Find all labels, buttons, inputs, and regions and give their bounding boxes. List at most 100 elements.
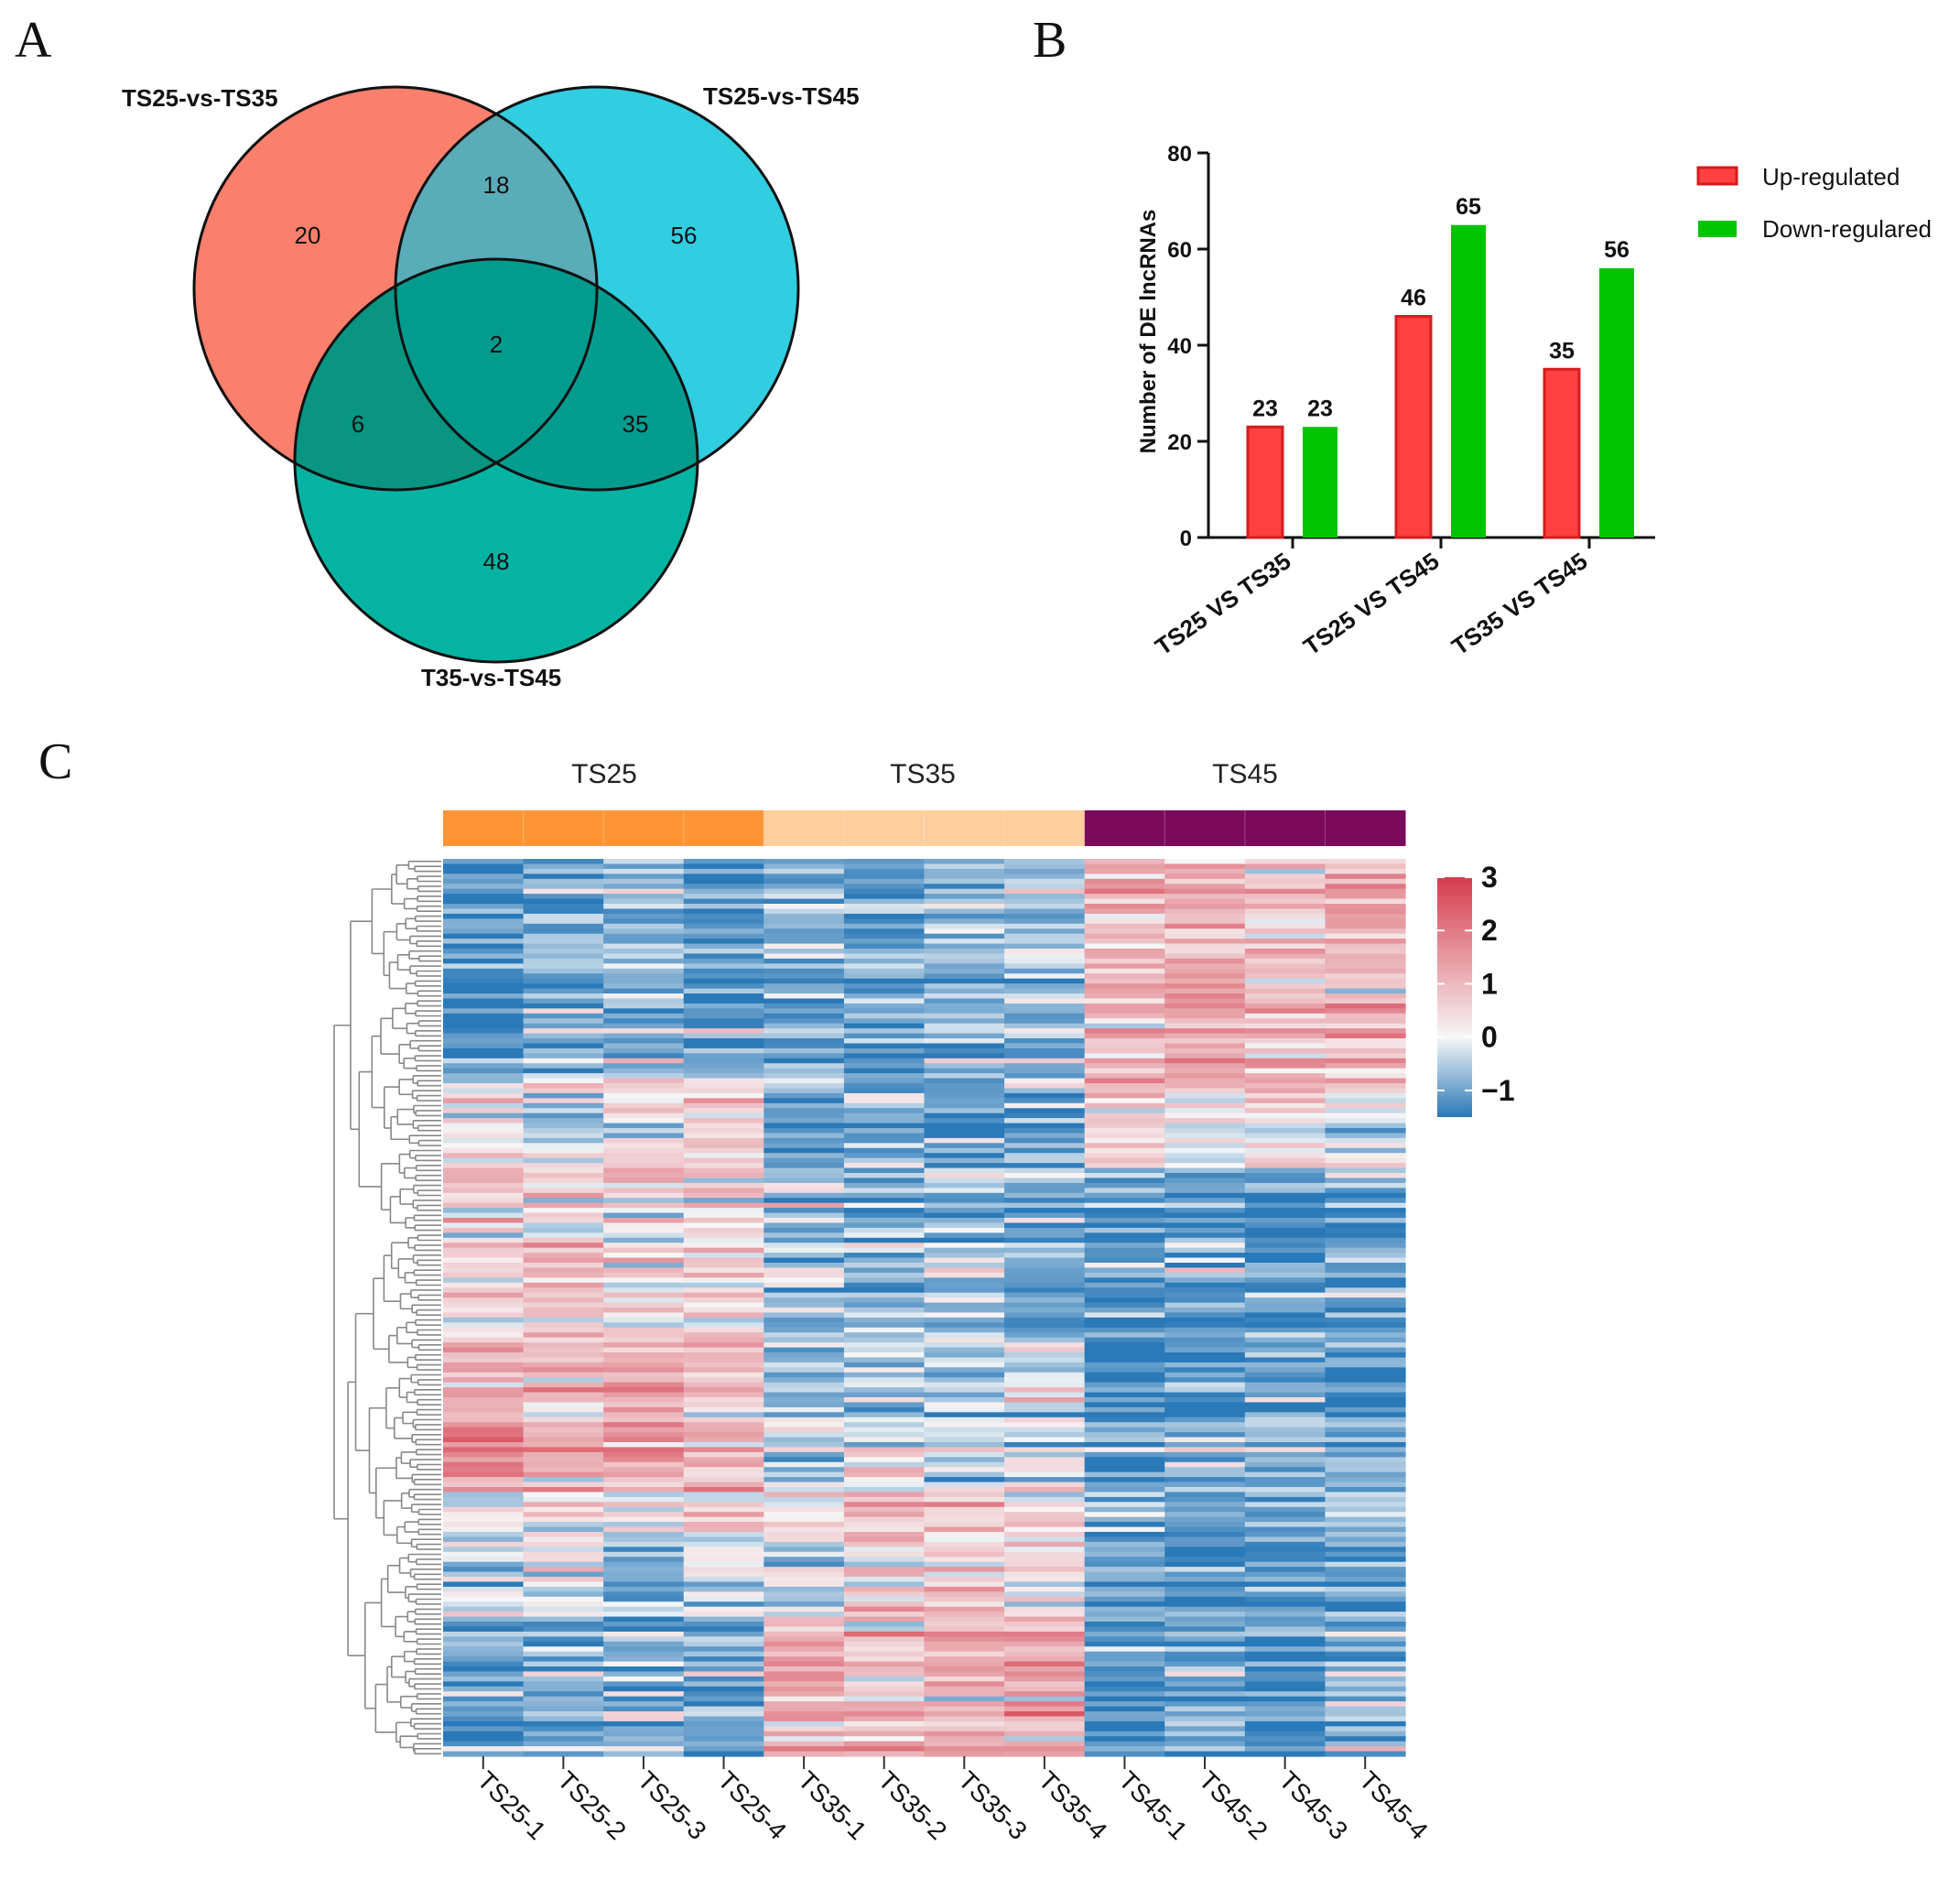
heatmap-cell bbox=[683, 1417, 764, 1423]
heatmap-cell bbox=[1004, 1541, 1086, 1547]
heatmap-cell bbox=[603, 1671, 685, 1677]
heatmap-cell bbox=[1325, 943, 1406, 950]
heatmap-cell bbox=[683, 1292, 764, 1298]
heatmap-cell bbox=[603, 1277, 685, 1284]
heatmap-cell bbox=[683, 1028, 764, 1035]
heatmap-cell bbox=[843, 1622, 926, 1628]
heatmap-cell bbox=[924, 1153, 1005, 1159]
heatmap-cell bbox=[763, 1641, 845, 1647]
heatmap-cell bbox=[924, 1342, 1005, 1349]
heatmap-cell bbox=[1004, 958, 1086, 964]
heatmap-cell bbox=[523, 874, 604, 880]
heatmap-cell bbox=[924, 1277, 1005, 1284]
heatmap-cell bbox=[523, 898, 604, 905]
heatmap-cell bbox=[1244, 1163, 1327, 1169]
heatmap-cell bbox=[924, 1541, 1005, 1547]
heatmap-cell bbox=[763, 1567, 845, 1573]
heatmap-cell bbox=[683, 1092, 764, 1099]
heatmap-cell bbox=[1084, 1372, 1165, 1378]
heatmap-cell bbox=[1325, 1422, 1406, 1428]
heatmap-cell bbox=[1084, 1571, 1165, 1578]
heatmap-cell bbox=[603, 1167, 685, 1174]
heatmap-cell bbox=[523, 1292, 604, 1298]
heatmap-cell bbox=[763, 1622, 845, 1628]
heatmap-cell bbox=[763, 958, 845, 964]
heatmap-cell bbox=[1084, 1147, 1165, 1154]
heatmap-cell bbox=[443, 1502, 525, 1508]
heatmap-cell bbox=[924, 949, 1005, 955]
bar-value-label: 35 bbox=[1549, 338, 1575, 364]
heatmap-cell bbox=[1164, 1681, 1246, 1688]
heatmap-cell bbox=[1084, 1447, 1165, 1453]
heatmap-cell bbox=[1164, 1741, 1246, 1747]
heatmap-cell bbox=[843, 1551, 926, 1558]
heatmap-cell bbox=[1084, 1377, 1165, 1384]
heatmap-cell bbox=[843, 1073, 926, 1080]
heatmap-cell bbox=[1084, 1038, 1165, 1045]
heatmap-cell bbox=[1084, 1113, 1165, 1119]
heatmap-cell bbox=[1164, 939, 1246, 945]
heatmap-cell bbox=[683, 1471, 764, 1478]
heatmap-cell bbox=[443, 1751, 525, 1757]
heatmap-cell bbox=[1084, 1612, 1165, 1618]
heatmap-cell bbox=[683, 859, 764, 865]
heatmap-cell bbox=[683, 1701, 764, 1708]
heatmap-cell bbox=[924, 1427, 1005, 1433]
heatmap-cell bbox=[924, 928, 1005, 935]
heatmap-cell bbox=[924, 908, 1005, 915]
heatmap-cell bbox=[1244, 1157, 1327, 1164]
heatmap-cell bbox=[1164, 868, 1246, 874]
heatmap-cell bbox=[683, 1048, 764, 1054]
heatmap-cell bbox=[1004, 1098, 1086, 1104]
heatmap-cell bbox=[1004, 1482, 1086, 1488]
heatmap-cell bbox=[1325, 1536, 1406, 1543]
heatmap-cell bbox=[1084, 1337, 1165, 1343]
heatmap-cell bbox=[1244, 933, 1327, 939]
heatmap-cell bbox=[1244, 859, 1327, 865]
heatmap-cell bbox=[1164, 958, 1246, 964]
heatmap-cell bbox=[603, 1457, 685, 1463]
heatmap-cell bbox=[1084, 1681, 1165, 1688]
heatmap-cell bbox=[1325, 1526, 1406, 1533]
heatmap-cell bbox=[1164, 1696, 1246, 1702]
heatmap-cell bbox=[1244, 1297, 1327, 1304]
heatmap-cell bbox=[763, 1008, 845, 1015]
heatmap-cell bbox=[1325, 1651, 1406, 1657]
heatmap-cell bbox=[1325, 1626, 1406, 1633]
heatmap-cell bbox=[523, 1547, 604, 1553]
heatmap-cells bbox=[443, 859, 1406, 1757]
heatmap-cell bbox=[1164, 1721, 1246, 1727]
heatmap-cell bbox=[1325, 1392, 1406, 1398]
heatmap-cell bbox=[1004, 1427, 1086, 1433]
heatmap-cell bbox=[443, 888, 525, 895]
heatmap-cell bbox=[683, 988, 764, 994]
heatmap-cell bbox=[603, 1247, 685, 1254]
heatmap-cell bbox=[1164, 1676, 1246, 1682]
heatmap-cell bbox=[523, 1671, 604, 1677]
heatmap-cell bbox=[1004, 1567, 1086, 1573]
heatmap-cell bbox=[523, 1243, 604, 1249]
heatmap-cell bbox=[1164, 1372, 1246, 1378]
heatmap-cell bbox=[443, 1038, 525, 1045]
heatmap-cell bbox=[523, 1736, 604, 1742]
heatmap-cell bbox=[443, 1362, 525, 1368]
heatmap-cell bbox=[1325, 1088, 1406, 1094]
heatmap-cell bbox=[443, 1147, 525, 1154]
heatmap-cell bbox=[924, 1048, 1005, 1054]
heatmap-cell bbox=[1244, 1596, 1327, 1602]
heatmap-cell bbox=[1084, 963, 1165, 970]
heatmap-cell bbox=[843, 1577, 926, 1583]
heatmap-cell bbox=[763, 1471, 845, 1478]
heatmap-cell bbox=[1164, 1402, 1246, 1408]
heatmap-cell bbox=[683, 1188, 764, 1194]
heatmap-cell bbox=[1325, 1102, 1406, 1109]
heatmap-cell bbox=[1164, 1028, 1246, 1035]
heatmap-cell bbox=[1325, 1342, 1406, 1349]
heatmap-cell bbox=[1164, 1188, 1246, 1194]
heatmap-cell bbox=[523, 1322, 604, 1329]
heatmap-cell bbox=[603, 1257, 685, 1264]
heatmap-cell bbox=[1244, 1397, 1327, 1404]
heatmap-cell bbox=[1244, 1362, 1327, 1368]
venn-overlap-all bbox=[395, 259, 597, 490]
heatmap-cell bbox=[924, 1666, 1005, 1673]
